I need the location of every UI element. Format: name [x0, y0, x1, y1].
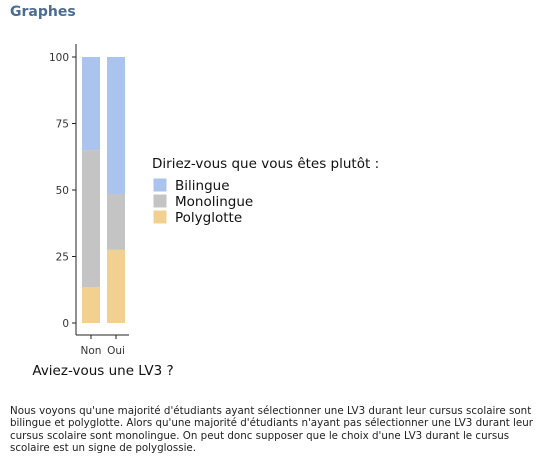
- legend-label-bilingue: Bilingue: [175, 178, 230, 194]
- stacked-bar-chart: Pourcentages dans la variable Aviez-vous…: [25, 21, 379, 379]
- y-tick-label: 100: [49, 52, 69, 64]
- bar-segment-polyglotte: [82, 287, 100, 323]
- bars: [82, 57, 125, 323]
- legend-swatch-monolingue: [152, 193, 168, 209]
- x-tick-label: Oui: [107, 345, 125, 357]
- section-title: Graphes: [10, 4, 76, 20]
- legend-swatch-bilingue: [152, 177, 168, 193]
- y-axis-ticks: 0 25 50 75 100: [49, 52, 76, 330]
- y-axis-title: Pourcentages dans la variable Aviez-vous…: [25, 21, 41, 358]
- legend-swatch-polyglotte: [152, 209, 168, 225]
- legend-label-polyglotte: Polyglotte: [175, 210, 242, 226]
- bar-segment-monolingue: [107, 193, 125, 250]
- caption-paragraph: Nous voyons qu'une majorité d'étudiants …: [10, 405, 534, 454]
- x-axis-title: Aviez-vous une LV3 ?: [32, 363, 173, 379]
- y-tick-label: 75: [56, 119, 69, 131]
- bar-segment-monolingue: [82, 150, 100, 288]
- y-tick-label: 0: [62, 318, 69, 330]
- legend-label-monolingue: Monolingue: [175, 194, 253, 210]
- bar-segment-bilingue: [82, 57, 100, 151]
- legend-title: Diriez-vous que vous êtes plutôt :: [152, 156, 379, 172]
- y-tick-label: 50: [56, 185, 69, 197]
- y-axis-title-group: Pourcentages dans la variable Aviez-vous…: [25, 21, 41, 358]
- bar-segment-polyglotte: [107, 249, 125, 323]
- legend: Diriez-vous que vous êtes plutôt : Biling…: [152, 156, 379, 226]
- y-tick-label: 25: [56, 252, 69, 264]
- x-axis-ticks: Non Oui: [81, 335, 125, 357]
- bar-segment-bilingue: [107, 57, 125, 194]
- x-tick-label: Non: [81, 345, 102, 357]
